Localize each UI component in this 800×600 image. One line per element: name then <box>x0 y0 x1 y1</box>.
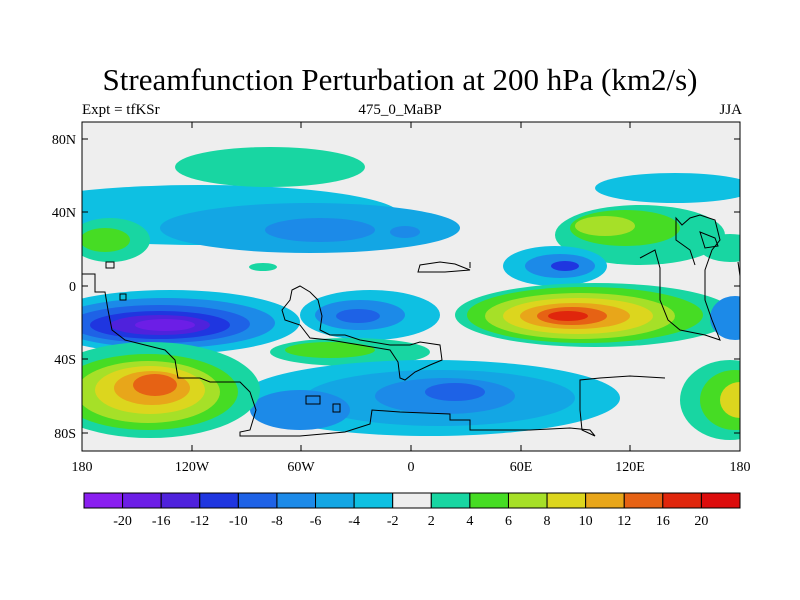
y-tick-label: 80N <box>52 133 76 148</box>
colorbar-label: 2 <box>428 514 435 529</box>
colorbar-label: -6 <box>310 514 322 529</box>
y-tick-label: 40S <box>54 353 76 368</box>
colorbar-label: -16 <box>152 514 171 529</box>
colorbar-swatch <box>315 492 355 509</box>
experiment-label: Expt = tfKSr <box>82 102 160 118</box>
colorbar-swatch <box>160 492 201 509</box>
colorbar-swatch <box>623 492 664 509</box>
plot-title: Streamfunction Perturbation at 200 hPa (… <box>102 62 698 97</box>
x-axis-labels: 180 120W 60W 0 60E 120E 180 <box>72 460 751 475</box>
colorbar-swatch <box>507 492 548 509</box>
colorbar-label: 10 <box>579 514 593 529</box>
colorbar: -20 -16 -12 -10 -8 -6 -4 -2 2 4 6 8 10 12 16 20 <box>83 492 741 529</box>
colorbar-swatch <box>700 492 741 509</box>
colorbar-label: -4 <box>348 514 360 529</box>
colorbar-swatch <box>199 492 239 509</box>
y-tick-label: 80S <box>54 427 76 442</box>
colorbar-label: -2 <box>387 514 399 529</box>
colorbar-label: 20 <box>694 514 708 529</box>
colorbar-label: -8 <box>271 514 283 529</box>
x-tick-label: 120W <box>175 460 210 475</box>
colorbar-swatch <box>585 492 625 509</box>
colorbar-label: -20 <box>113 514 132 529</box>
y-tick-label: 0 <box>69 280 76 295</box>
season-label: JJA <box>719 102 742 118</box>
colorbar-swatch <box>237 492 278 509</box>
colorbar-label: 12 <box>617 514 631 529</box>
x-tick-label: 60W <box>287 460 315 475</box>
y-tick-label: 40N <box>52 206 76 221</box>
run-label: 475_0_MaBP <box>358 102 442 118</box>
colorbar-label: 16 <box>656 514 670 529</box>
colorbar-swatch <box>662 492 702 509</box>
colorbar-swatch <box>122 492 162 509</box>
x-tick-label: 60E <box>510 460 533 475</box>
x-tick-label: 0 <box>408 460 415 475</box>
coastlines <box>82 214 740 437</box>
x-tick-label: 180 <box>72 460 93 475</box>
colorbar-label: 8 <box>544 514 551 529</box>
colorbar-label: 4 <box>466 514 473 529</box>
colorbar-swatch <box>83 492 124 509</box>
colorbar-swatch <box>546 492 587 509</box>
axis-ticks <box>81 122 741 451</box>
colorbar-label: -12 <box>190 514 209 529</box>
x-tick-label: 180 <box>730 460 751 475</box>
colorbar-swatch <box>430 492 471 509</box>
colorbar-swatch <box>276 492 317 509</box>
y-axis-labels: 80N 40N 0 40S 80S <box>52 133 76 442</box>
colorbar-swatch <box>469 492 509 509</box>
x-tick-label: 120E <box>615 460 645 475</box>
colorbar-label: 6 <box>505 514 512 529</box>
colorbar-label: -10 <box>229 514 248 529</box>
colorbar-swatch <box>353 492 394 509</box>
anomaly-arctic-green <box>175 147 365 187</box>
colorbar-swatch <box>392 492 432 509</box>
